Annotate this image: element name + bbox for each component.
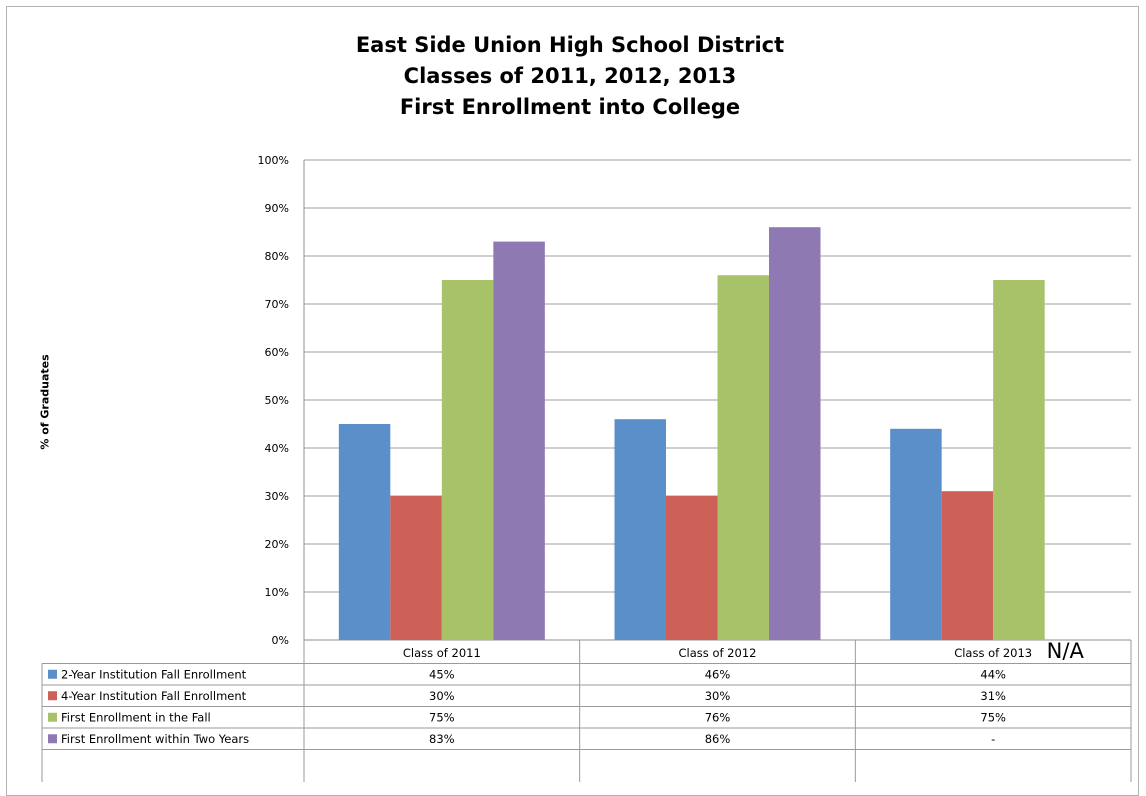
- x-tick-label: Class of 2012: [679, 646, 757, 660]
- x-tick-label: Class of 2013: [954, 646, 1032, 660]
- data-label: 44%: [980, 667, 1006, 681]
- legend-label: 4-Year Institution Fall Enrollment: [61, 689, 247, 703]
- title-line-1: East Side Union High School District: [355, 33, 785, 57]
- chart-title: East Side Union High School District Cla…: [290, 30, 850, 123]
- data-label: 45%: [429, 667, 455, 681]
- data-label: 46%: [705, 667, 731, 681]
- y-tick-label: 30%: [265, 490, 289, 503]
- bar: [666, 496, 718, 640]
- bar: [941, 491, 994, 640]
- bar: [717, 275, 769, 640]
- data-label: 75%: [429, 710, 455, 724]
- data-label: 30%: [429, 689, 455, 703]
- legend-label: 2-Year Institution Fall Enrollment: [61, 667, 247, 681]
- legend-swatch: [48, 734, 57, 744]
- data-label: 75%: [980, 710, 1006, 724]
- bar: [390, 496, 442, 640]
- bar: [769, 227, 821, 640]
- bar: [441, 280, 494, 640]
- legend-label: First Enrollment in the Fall: [61, 710, 211, 724]
- legend-swatch: [48, 712, 57, 722]
- y-tick-label: 80%: [265, 250, 289, 263]
- bar: [493, 241, 545, 640]
- legend-swatch: [48, 691, 57, 701]
- na-annotation: N/A: [1047, 639, 1085, 663]
- x-tick-label: Class of 2011: [403, 646, 481, 660]
- bar: [993, 280, 1045, 640]
- data-label: 86%: [705, 732, 731, 746]
- y-tick-label: 60%: [265, 346, 289, 359]
- title-line-3: First Enrollment into College: [399, 95, 741, 119]
- y-tick-label: 50%: [265, 394, 289, 407]
- data-label: 31%: [980, 689, 1006, 703]
- y-tick-label: 40%: [265, 442, 289, 455]
- bar: [614, 419, 666, 640]
- bar: [890, 428, 942, 640]
- data-label: 83%: [429, 732, 455, 746]
- y-tick-label: 100%: [258, 154, 289, 167]
- legend-label: First Enrollment within Two Years: [61, 732, 249, 746]
- y-tick-label: 70%: [265, 298, 289, 311]
- bar: [338, 424, 391, 640]
- legend-swatch: [48, 669, 57, 679]
- y-tick-label: 10%: [265, 586, 289, 599]
- y-tick-label: 90%: [265, 202, 289, 215]
- data-label: -: [991, 732, 995, 746]
- y-tick-label: 20%: [265, 538, 289, 551]
- title-line-2: Classes of 2011, 2012, 2013: [403, 64, 737, 88]
- y-tick-label: 0%: [272, 634, 289, 647]
- data-label: 76%: [705, 710, 731, 724]
- data-label: 30%: [705, 689, 731, 703]
